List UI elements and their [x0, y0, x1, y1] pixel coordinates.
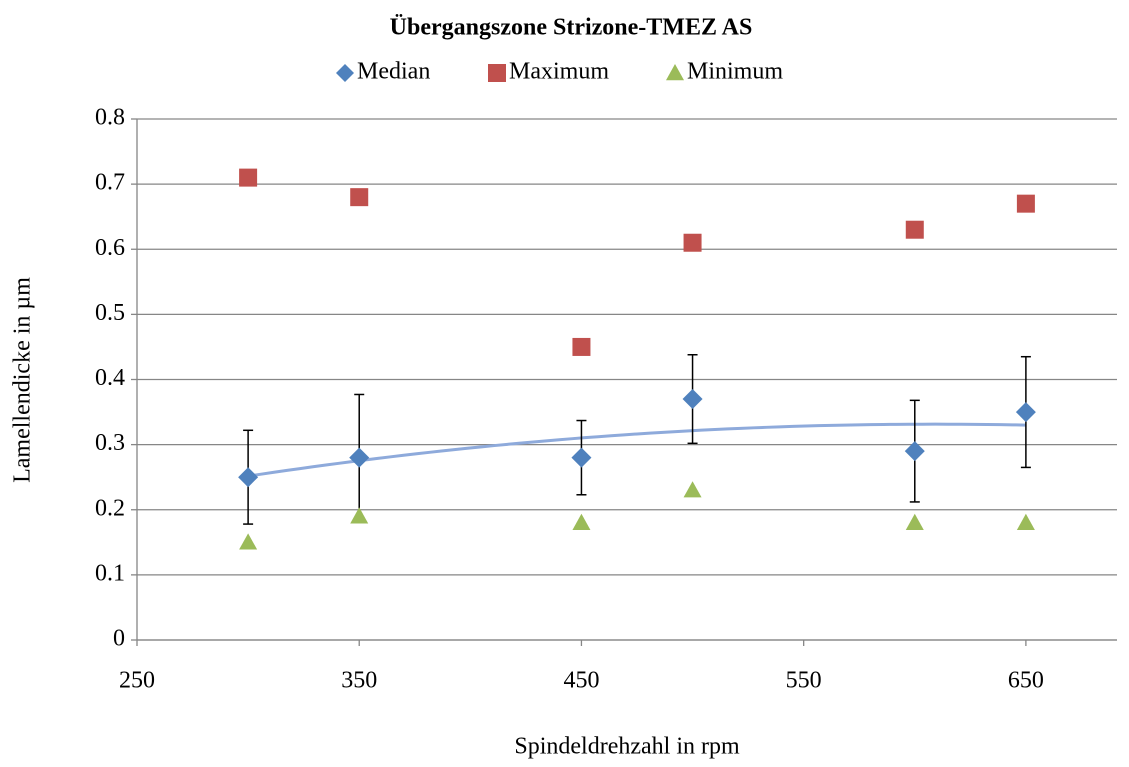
legend-label: Median: [357, 59, 430, 85]
marker-triangle: [905, 513, 924, 530]
y-axis-label: Lamellendicke in µm: [10, 277, 36, 483]
marker-triangle: [350, 507, 369, 524]
marker-diamond: [336, 64, 354, 82]
x-tick-label: 550: [786, 668, 822, 694]
x-tick-label: 450: [563, 668, 599, 694]
y-tick-label: 0.5: [95, 300, 125, 326]
x-axis-label: Spindeldrehzahl in rpm: [514, 734, 740, 760]
y-tick-label: 0.2: [95, 495, 125, 521]
marker-diamond: [904, 441, 925, 462]
y-tick-label: 0: [113, 626, 125, 652]
marker-square: [905, 220, 924, 239]
marker-diamond: [1015, 402, 1036, 423]
marker-diamond: [238, 467, 259, 488]
y-tick-label: 0.8: [95, 105, 125, 131]
marker-square: [350, 188, 369, 207]
marker-triangle: [239, 533, 258, 550]
marker-triangle: [683, 481, 702, 498]
y-tick-label: 0.4: [95, 365, 125, 391]
marker-diamond: [349, 447, 370, 468]
x-tick-label: 350: [341, 668, 377, 694]
marker-triangle: [572, 513, 591, 530]
legend-label: Maximum: [509, 59, 609, 85]
x-tick-label: 250: [119, 668, 155, 694]
chart-title: Übergangszone Strizone-TMEZ AS: [390, 15, 753, 41]
marker-square: [683, 233, 702, 252]
legend-label: Minimum: [687, 59, 783, 85]
marker-square: [239, 168, 258, 187]
marker-diamond: [571, 447, 592, 468]
marker-diamond: [682, 389, 703, 410]
y-tick-label: 0.1: [95, 560, 125, 586]
y-tick-label: 0.6: [95, 235, 125, 261]
marker-square: [488, 64, 506, 82]
marker-square: [572, 337, 591, 356]
marker-triangle: [666, 64, 684, 81]
marker-square: [1016, 194, 1035, 213]
trendline: [247, 422, 1026, 478]
y-tick-label: 0.3: [95, 430, 125, 456]
y-tick-label: 0.7: [95, 170, 125, 196]
marker-triangle: [1016, 513, 1035, 530]
x-tick-label: 650: [1008, 668, 1044, 694]
